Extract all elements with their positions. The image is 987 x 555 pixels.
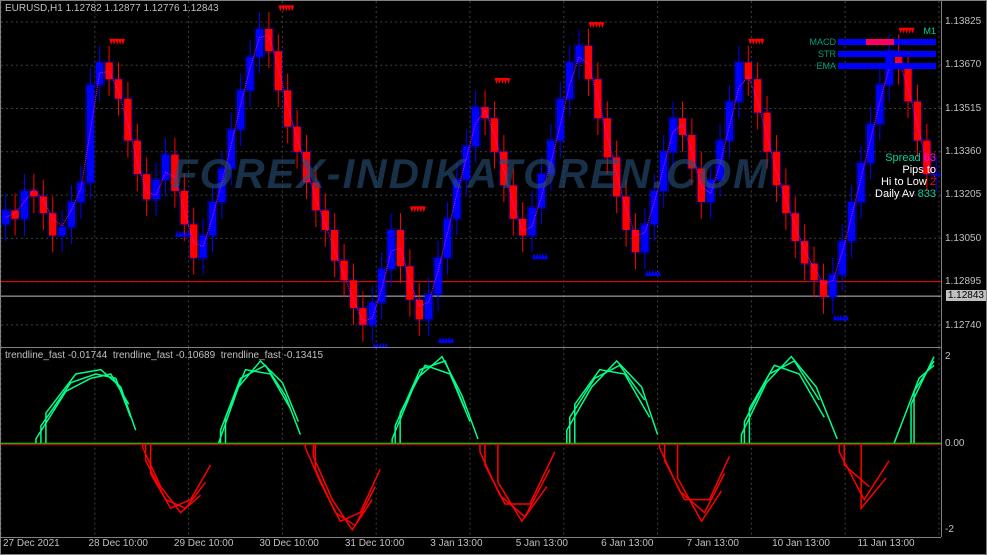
ind-val-1: -0.01744 bbox=[68, 350, 107, 361]
signal-cell bbox=[922, 51, 936, 57]
ohlc-o: 1.12782 bbox=[66, 3, 102, 14]
signal-cell bbox=[894, 63, 908, 69]
current-price-box: 1.12843 bbox=[946, 290, 986, 301]
signal-row-label: STR bbox=[818, 49, 836, 59]
x-tick-label: 11 Jan 13:00 bbox=[856, 538, 941, 554]
x-tick-label: 10 Jan 13:00 bbox=[770, 538, 855, 554]
x-tick-label: 7 Jan 13:00 bbox=[685, 538, 770, 554]
signal-cell bbox=[880, 39, 894, 45]
tf-label: M1 bbox=[810, 26, 937, 36]
signal-cell bbox=[852, 39, 866, 45]
chart-title: EURUSD,H1 1.12782 1.12877 1.12776 1.1284… bbox=[5, 3, 219, 14]
info-value: 2 bbox=[930, 176, 936, 188]
x-tick-label: 27 Dec 2021 bbox=[1, 538, 86, 554]
ohlc-h: 1.12877 bbox=[105, 3, 141, 14]
signal-cell bbox=[866, 63, 880, 69]
x-tick-label: 3 Jan 13:00 bbox=[428, 538, 513, 554]
y-tick-label: 1.12740 bbox=[945, 320, 981, 331]
y-tick-label: 2 bbox=[945, 351, 951, 362]
signal-cell bbox=[866, 39, 880, 45]
x-axis: 27 Dec 202128 Dec 10:0029 Dec 10:0030 De… bbox=[1, 537, 941, 554]
y-tick-label: 1.13825 bbox=[945, 16, 981, 27]
signal-cell bbox=[894, 51, 908, 57]
signal-cell bbox=[838, 63, 852, 69]
x-tick-label: 29 Dec 10:00 bbox=[172, 538, 257, 554]
info-row: Pips to bbox=[810, 164, 937, 176]
info-row: Daily Av 833 bbox=[810, 188, 937, 200]
signal-cell bbox=[908, 51, 922, 57]
y-tick-label: 1.13360 bbox=[945, 146, 981, 157]
signal-cell bbox=[922, 63, 936, 69]
info-label: Daily Av bbox=[875, 188, 915, 200]
signal-cell bbox=[908, 63, 922, 69]
indicator-chart[interactable]: trendline_fast -0.01744 trendline_fast -… bbox=[1, 348, 941, 537]
info-label: Pips to bbox=[902, 164, 936, 176]
ind-val-3: -0.13415 bbox=[284, 350, 323, 361]
ind-name-1: trendline_fast bbox=[5, 350, 65, 361]
signal-cell bbox=[852, 51, 866, 57]
ind-name-3: trendline_fast bbox=[221, 350, 281, 361]
signal-row: MACD bbox=[810, 36, 937, 48]
y-axis-main: 1.12843 1.13825 1.13670 1.13515 1.13360 1.13… bbox=[941, 1, 986, 348]
info-rows: Spread 63Pips to Hi to Low 2Daily Av 833 bbox=[810, 152, 937, 200]
info-value: 833 bbox=[918, 188, 936, 200]
indicator-title: trendline_fast -0.01744 trendline_fast -… bbox=[5, 350, 323, 361]
y-axis-indicator: 2 0.00 -2 bbox=[941, 348, 986, 537]
ind-val-2: -0.10689 bbox=[176, 350, 215, 361]
x-tick-label: 28 Dec 10:00 bbox=[86, 538, 171, 554]
signal-cell bbox=[894, 39, 908, 45]
info-row: Hi to Low 2 bbox=[810, 176, 937, 188]
signal-cell bbox=[922, 39, 936, 45]
signal-row-label: EMA bbox=[816, 61, 836, 71]
x-tick-label: 6 Jan 13:00 bbox=[599, 538, 684, 554]
ohlc-l: 1.12776 bbox=[143, 3, 179, 14]
signal-row: STR bbox=[810, 48, 937, 60]
ind-name-2: trendline_fast bbox=[113, 350, 173, 361]
chart-container: EURUSD,H1 1.12782 1.12877 1.12776 1.1284… bbox=[0, 0, 987, 555]
signal-bars: MACD STR EMA bbox=[810, 36, 937, 72]
signal-row-label: MACD bbox=[810, 37, 837, 47]
main-price-chart[interactable]: EURUSD,H1 1.12782 1.12877 1.12776 1.1284… bbox=[1, 1, 941, 348]
signal-cell bbox=[866, 51, 880, 57]
y-tick-label: 1.13515 bbox=[945, 103, 981, 114]
signal-cell bbox=[908, 39, 922, 45]
info-label: Spread bbox=[885, 152, 920, 164]
y-tick-label: 1.13670 bbox=[945, 59, 981, 70]
info-value: 63 bbox=[924, 152, 936, 164]
x-tick-label: 30 Dec 10:00 bbox=[257, 538, 342, 554]
signal-cell bbox=[880, 63, 894, 69]
y-tick-label: 1.13050 bbox=[945, 233, 981, 244]
y-tick-label: 1.13205 bbox=[945, 189, 981, 200]
watermark-text: FOREX-INDIKATOREN.COM bbox=[172, 150, 770, 198]
x-tick-label: 31 Dec 10:00 bbox=[343, 538, 428, 554]
y-tick-label: -2 bbox=[945, 524, 954, 535]
signal-cell bbox=[838, 39, 852, 45]
y-tick-label: 0.00 bbox=[945, 438, 964, 449]
x-tick-label: 5 Jan 13:00 bbox=[514, 538, 599, 554]
info-panel: M1 MACD STR EMA Spread 63Pips to Hi to Low… bbox=[810, 26, 937, 200]
signal-cell bbox=[852, 63, 866, 69]
info-label: Hi to Low bbox=[881, 176, 927, 188]
signal-cell bbox=[880, 51, 894, 57]
signal-cell bbox=[838, 51, 852, 57]
ohlc-c: 1.12843 bbox=[182, 3, 218, 14]
info-row: Spread 63 bbox=[810, 152, 937, 164]
y-tick-label: 1.12895 bbox=[945, 276, 981, 287]
signal-row: EMA bbox=[810, 60, 937, 72]
symbol-label: EURUSD,H1 bbox=[5, 3, 63, 14]
indicator-svg bbox=[1, 348, 941, 537]
